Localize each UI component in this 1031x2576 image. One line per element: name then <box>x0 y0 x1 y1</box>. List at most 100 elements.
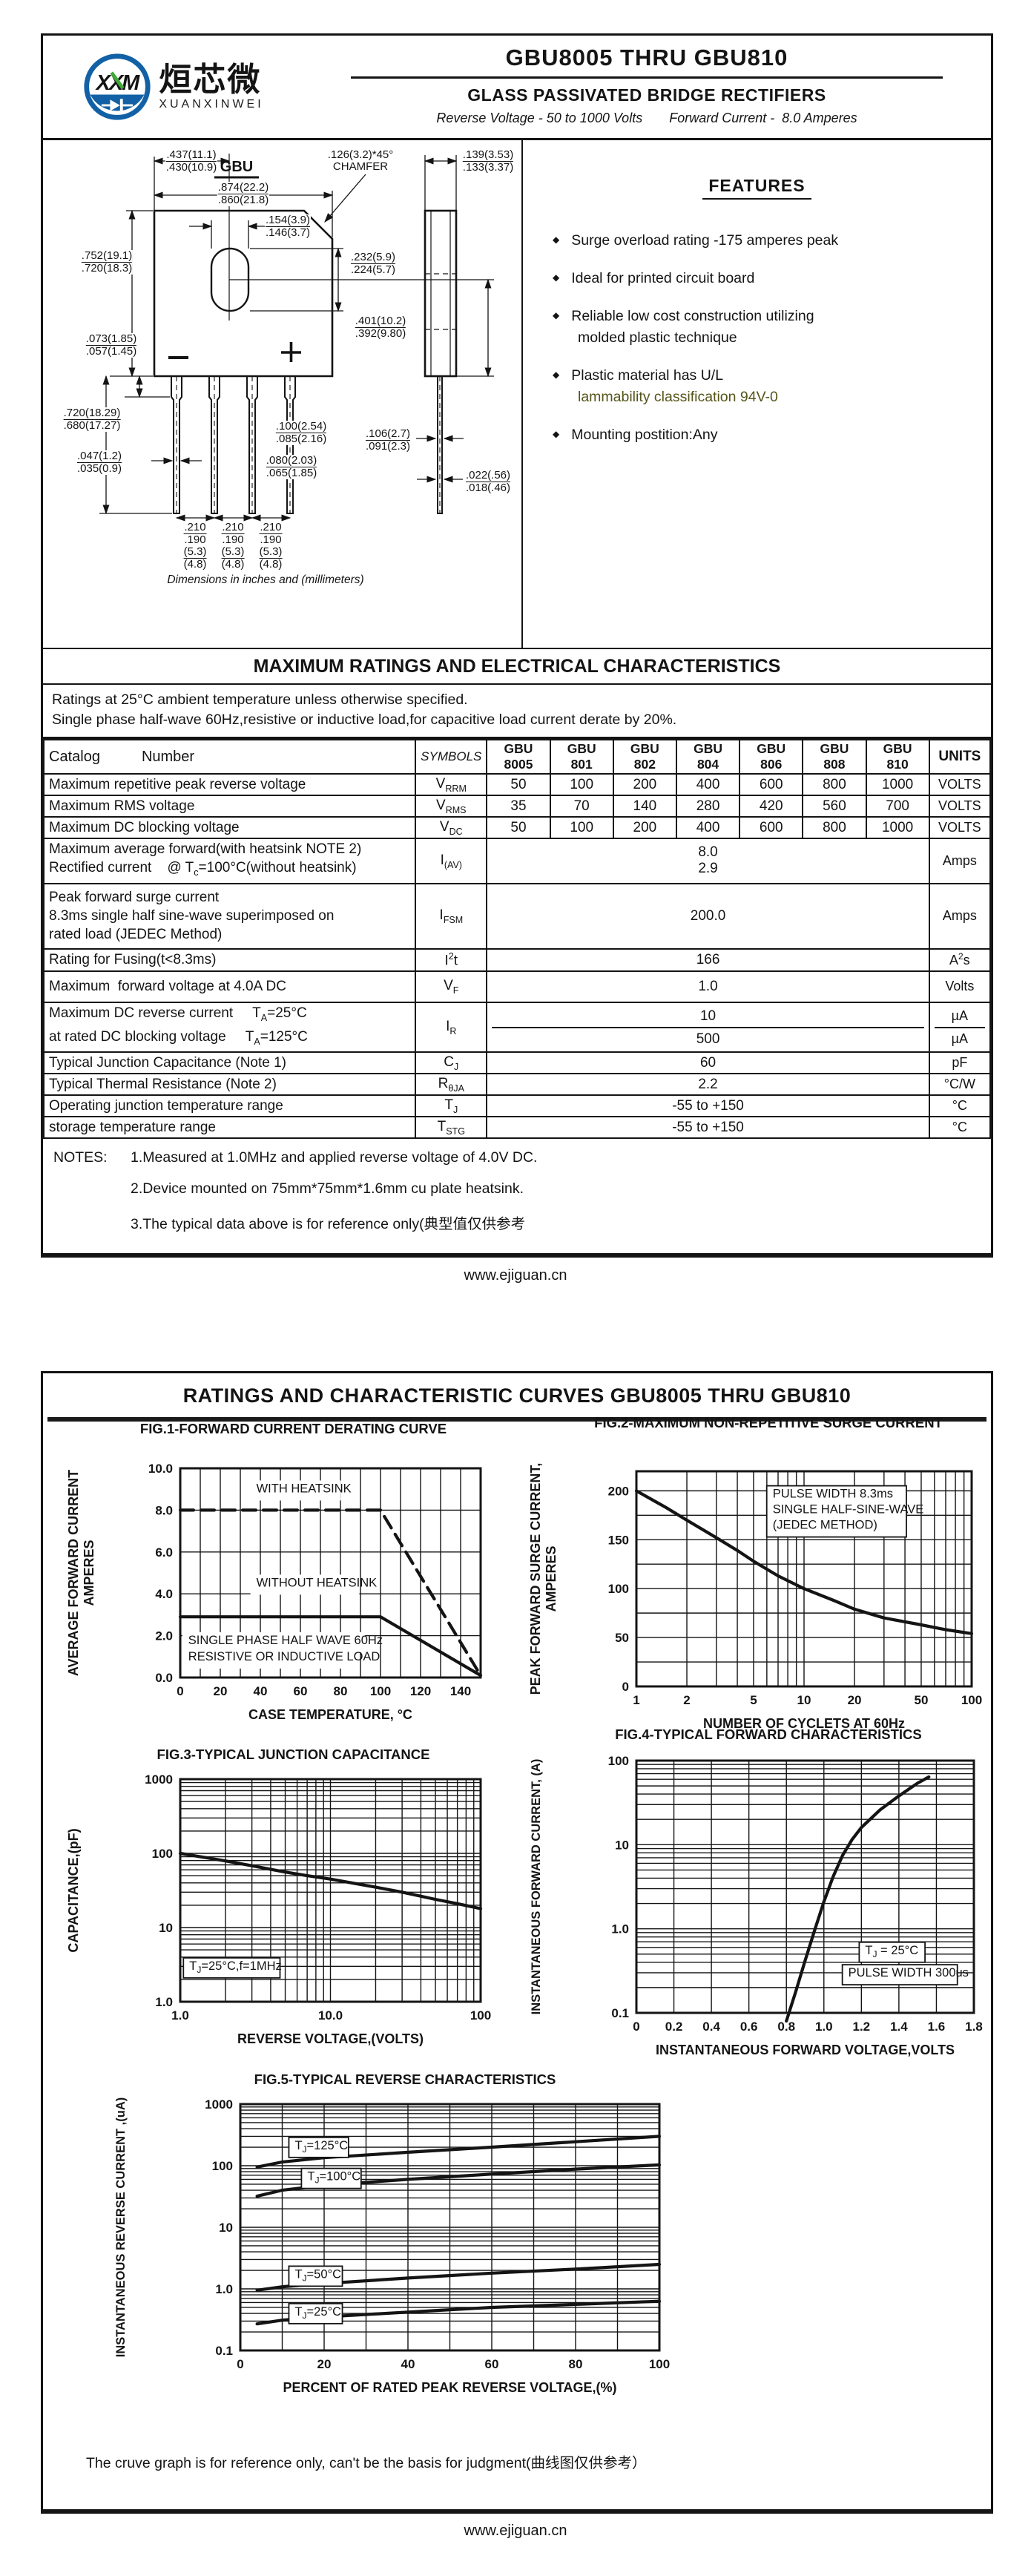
fig1-title: FIG.1-FORWARD CURRENT DERATING CURVE <box>139 1421 447 1436</box>
spec-value: 400 <box>675 773 741 796</box>
svg-text:1.2: 1.2 <box>853 2020 871 2034</box>
spec-value: 1000 <box>865 816 930 839</box>
spec-value: 600 <box>739 773 804 796</box>
spec-value: 280 <box>675 795 741 818</box>
svg-text:20: 20 <box>848 1693 862 1707</box>
col-header-units: UNITS <box>928 739 991 775</box>
features-panel: FEATURES ◆ Surge overload rating -175 amp… <box>523 140 991 648</box>
svg-text:1.8: 1.8 <box>965 2020 983 2034</box>
spec-unit: VOLTS <box>928 816 991 839</box>
spec-unit: Amps <box>928 838 991 884</box>
svg-text:80: 80 <box>334 1684 348 1698</box>
spec-value: 1000 <box>865 773 930 796</box>
spec-value: 70 <box>549 795 614 818</box>
svg-text:WITH HEATSINK: WITH HEATSINK <box>257 1482 352 1495</box>
package-outline-drawing: GBU <box>99 154 494 522</box>
spec-param: Peak forward surge current 8.3ms single h… <box>43 882 417 950</box>
diamond-bullet-icon: ◆ <box>553 369 560 380</box>
spec-param: storage temperature range <box>43 1116 417 1140</box>
col-header-model: GBU 802 <box>612 739 677 775</box>
svg-text:0: 0 <box>177 1684 183 1698</box>
spec-value: 200.0 <box>486 882 930 950</box>
svg-text:AVERAGE FORWARD CURRENT: AVERAGE FORWARD CURRENT <box>66 1470 81 1676</box>
spec-value: 10 500 <box>486 1001 930 1054</box>
svg-text:0.4: 0.4 <box>702 2020 720 2034</box>
dimensions-caption: Dimensions in inches and (millimeters) <box>167 574 364 586</box>
ratings-condition-line1: Ratings at 25°C ambient temperature unle… <box>52 691 468 708</box>
svg-text:100: 100 <box>961 1693 982 1707</box>
svg-text:1.0: 1.0 <box>155 1995 173 2009</box>
svg-text:REVERSE VOLTAGE,(VOLTS): REVERSE VOLTAGE,(VOLTS) <box>237 2031 424 2046</box>
svg-text:TJ​=100°C: TJ​=100°C <box>307 2170 360 2186</box>
dimension-label: .073(1.85) .057(1.45) <box>85 332 138 358</box>
spec-param: Maximum DC reverse current TA=25°C at rat… <box>43 1001 417 1054</box>
dimension-label: .210.190 (5.3) (4.8) <box>258 521 283 571</box>
ratings-condition-line2: Single phase half-wave 60Hz,resistive or… <box>52 712 677 728</box>
col-header-symbols: SYMBOLS <box>415 739 488 775</box>
spec-value: 166 <box>486 947 930 972</box>
svg-text:100: 100 <box>649 2357 670 2371</box>
spec-row: Maximum RMS voltage VRMS 35 70 140 280 420 560 7… <box>43 795 991 818</box>
svg-text:2.0: 2.0 <box>155 1629 173 1643</box>
dimension-label: .232(5.9) .224(5.7) <box>349 251 397 276</box>
spec-unit: µA µA <box>928 1001 991 1054</box>
svg-text:40: 40 <box>401 2357 415 2371</box>
col-header-model: GBU 810 <box>865 739 930 775</box>
svg-text:10.0: 10.0 <box>318 2008 343 2023</box>
svg-text:10: 10 <box>615 1838 629 1852</box>
svg-text:PERCENT OF RATED PEAK REVERSE: PERCENT OF RATED PEAK REVERSE VOLTAGE,(%… <box>283 2380 616 2395</box>
spec-value: 60 <box>486 1051 930 1075</box>
spec-unit: A2s <box>928 947 991 972</box>
svg-text:100: 100 <box>212 2159 233 2173</box>
dimension-label: .437(11.1) .430(10.9) <box>165 148 218 174</box>
svg-text:10: 10 <box>797 1693 811 1707</box>
spec-unit: °C <box>928 1116 991 1140</box>
spec-row: Peak forward surge current 8.3ms single h… <box>43 882 991 950</box>
forward-current-label: Forward Current - 8.0 Amperes <box>669 111 857 125</box>
svg-text:50: 50 <box>915 1693 929 1707</box>
col-header-catalog: Catalog Number <box>43 739 417 775</box>
header-titles: GBU8005 THRU GBU810 GLASS PASSIVATED BRI… <box>303 36 991 138</box>
col-header-model: GBU 808 <box>802 739 867 775</box>
spec-symbol: VDC <box>415 816 488 839</box>
header: XXM 烜芯微 XUANXINWEI GBU8005 THRU GBU810 G… <box>43 36 991 140</box>
svg-text:10.0: 10.0 <box>148 1462 173 1476</box>
features-list: ◆ Surge overload rating -175 amperes peak… <box>523 229 991 446</box>
svg-text:100: 100 <box>608 1582 629 1596</box>
middle-section: GBU <box>43 140 991 649</box>
svg-text:5: 5 <box>750 1693 757 1707</box>
svg-text:100: 100 <box>152 1847 173 1861</box>
svg-text:1000: 1000 <box>205 2097 233 2112</box>
svg-text:6.0: 6.0 <box>155 1545 173 1560</box>
spec-param: Typical Thermal Resistance (Note 2) <box>43 1073 417 1097</box>
dimension-label: .139(3.53) .133(3.37) <box>461 148 515 174</box>
spec-param: Maximum DC blocking voltage <box>43 816 417 839</box>
spec-param: Maximum average forward(with heatsink NO… <box>43 838 417 884</box>
note-item: 3.The typical data above is for referenc… <box>131 1216 526 1233</box>
dimension-label: .047(1.2) .035(0.9) <box>76 450 123 475</box>
curves-title: RATINGS AND CHARACTERISTIC CURVES GBU800… <box>182 1384 852 1407</box>
svg-text:20: 20 <box>214 1684 228 1698</box>
spec-unit: Amps <box>928 882 991 950</box>
spec-value: 200 <box>612 773 677 796</box>
svg-text:100: 100 <box>608 1754 629 1768</box>
spec-value: 600 <box>739 816 804 839</box>
spec-row: Rating for Fusing(t<8.3ms) I2t 166 A2s <box>43 947 991 972</box>
svg-text:AMPERES: AMPERES <box>82 1540 96 1606</box>
spec-unit: VOLTS <box>928 795 991 818</box>
svg-text:PEAK FORWARD SURGE CURRENT,: PEAK FORWARD SURGE CURRENT, <box>528 1463 543 1695</box>
svg-text:TJ​ = 25°C: TJ​ = 25°C <box>865 1944 918 1959</box>
fig5-title: FIG.5-TYPICAL REVERSE CHARACTERISTICS <box>254 2071 556 2087</box>
spec-value: 800 <box>802 816 867 839</box>
spec-value: -55 to +150 <box>486 1116 930 1140</box>
spec-symbol: TJ <box>415 1094 488 1118</box>
spec-unit: Volts <box>928 970 991 1003</box>
svg-text:CASE TEMPERATURE, °C: CASE TEMPERATURE, °C <box>248 1707 412 1722</box>
spec-row: Operating junction temperature range TJ -5… <box>43 1094 991 1118</box>
notes-list: 1.Measured at 1.0MHz and applied reverse… <box>131 1149 537 1247</box>
feature-item: ◆ Surge overload rating -175 amperes peak <box>553 232 839 249</box>
svg-text:SINGLE HALF-SINE-WAVE: SINGLE HALF-SINE-WAVE <box>773 1503 924 1517</box>
spec-value: 8.0 2.9 <box>486 838 930 884</box>
col-header-model: GBU 8005 <box>486 739 551 775</box>
